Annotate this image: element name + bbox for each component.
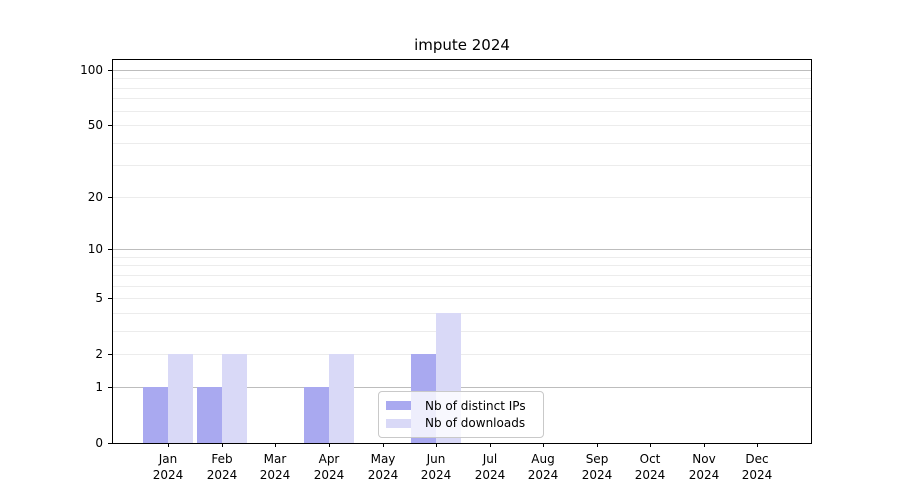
x-tick-year: 2024 <box>688 468 720 482</box>
x-tick-month: May <box>370 452 396 466</box>
x-tick-month: Jul <box>482 452 498 466</box>
x-tick-label: Dec 2024 <box>729 451 785 483</box>
x-tick-label: Nov 2024 <box>676 451 732 483</box>
y-axis-tick <box>108 70 112 71</box>
gridline-minor <box>113 78 811 79</box>
legend-label-downloads: Nb of downloads <box>425 416 526 431</box>
x-tick-year: 2024 <box>474 468 506 482</box>
x-tick-year: 2024 <box>313 468 345 482</box>
legend: Nb of distinct IPs Nb of downloads <box>378 391 544 438</box>
gridline-minor <box>113 354 811 355</box>
gridline-minor <box>113 98 811 99</box>
x-tick-year: 2024 <box>634 468 666 482</box>
gridline-minor <box>113 125 811 126</box>
x-tick-year: 2024 <box>420 468 452 482</box>
chart-title: impute 2024 <box>414 36 510 54</box>
x-tick-year: 2024 <box>581 468 613 482</box>
gridline-minor <box>113 165 811 166</box>
x-tick-label: Jun 2024 <box>408 451 464 483</box>
x-tick-month: Dec <box>745 452 769 466</box>
x-tick-label: Sep 2024 <box>569 451 625 483</box>
x-tick-month: Feb <box>211 452 233 466</box>
gridline-minor <box>113 197 811 198</box>
y-tick-label: 50 <box>87 118 103 132</box>
x-axis-tick <box>704 443 705 447</box>
legend-swatch-distinct-ips-icon <box>386 401 411 411</box>
gridline-minor <box>113 265 811 266</box>
x-tick-label: Feb 2024 <box>194 451 250 483</box>
gridline-major <box>113 249 811 250</box>
legend-item-distinct-ips: Nb of distinct IPs <box>386 397 536 415</box>
y-tick-label: 2 <box>95 347 103 361</box>
x-axis-tick <box>383 443 384 447</box>
x-tick-month: Jun <box>426 452 446 466</box>
x-tick-year: 2024 <box>527 468 559 482</box>
y-axis-tick <box>108 387 112 388</box>
y-tick-label: 10 <box>87 242 103 256</box>
bar-downloads-feb <box>222 354 247 443</box>
gridline-minor <box>113 88 811 89</box>
gridline-minor <box>113 286 811 287</box>
x-tick-label: Jul 2024 <box>462 451 518 483</box>
y-tick-label: 1 <box>95 380 103 394</box>
gridline-minor <box>113 143 811 144</box>
y-tick-label: 5 <box>95 291 103 305</box>
legend-swatch-downloads-icon <box>386 418 411 428</box>
x-tick-year: 2024 <box>741 468 773 482</box>
x-axis-tick <box>757 443 758 447</box>
x-axis-tick <box>543 443 544 447</box>
y-axis-tick <box>108 443 112 444</box>
gridline-minor <box>113 275 811 276</box>
gridline-major <box>113 387 811 388</box>
x-tick-year: 2024 <box>152 468 184 482</box>
y-tick-label: 20 <box>87 190 103 204</box>
x-axis-tick <box>168 443 169 447</box>
x-tick-month: Mar <box>263 452 287 466</box>
x-tick-label: Jan 2024 <box>140 451 196 483</box>
x-axis-tick <box>597 443 598 447</box>
x-axis-tick <box>222 443 223 447</box>
gridline-minor <box>113 313 811 314</box>
y-axis-tick <box>108 197 112 198</box>
y-axis-tick <box>108 354 112 355</box>
x-axis-tick <box>490 443 491 447</box>
x-tick-label: Oct 2024 <box>622 451 678 483</box>
x-tick-year: 2024 <box>259 468 291 482</box>
x-tick-month: Oct <box>639 452 661 466</box>
y-axis-tick <box>108 249 112 250</box>
x-tick-label: May 2024 <box>355 451 411 483</box>
legend-item-downloads: Nb of downloads <box>386 415 536 433</box>
x-tick-month: Apr <box>318 452 340 466</box>
x-axis-tick <box>329 443 330 447</box>
gridline-minor <box>113 298 811 299</box>
y-axis-tick <box>108 298 112 299</box>
x-tick-year: 2024 <box>367 468 399 482</box>
x-axis-tick <box>650 443 651 447</box>
bar-distinct-ips-feb <box>197 387 222 443</box>
gridline-minor <box>113 111 811 112</box>
legend-label-distinct-ips: Nb of distinct IPs <box>425 398 526 413</box>
y-axis-tick <box>108 125 112 126</box>
y-tick-label: 100 <box>80 63 103 77</box>
bar-downloads-apr <box>329 354 354 443</box>
x-tick-label: Mar 2024 <box>247 451 303 483</box>
x-tick-month: Sep <box>585 452 609 466</box>
x-tick-year: 2024 <box>206 468 238 482</box>
x-axis-tick <box>436 443 437 447</box>
gridline-minor <box>113 257 811 258</box>
x-tick-label: Aug 2024 <box>515 451 571 483</box>
x-tick-month: Jan <box>158 452 178 466</box>
x-axis-tick <box>275 443 276 447</box>
y-tick-label: 0 <box>95 436 103 450</box>
bar-downloads-jan <box>168 354 193 443</box>
gridline-minor <box>113 331 811 332</box>
bar-distinct-ips-apr <box>304 387 329 443</box>
bar-distinct-ips-jan <box>143 387 168 443</box>
x-tick-month: Aug <box>531 452 555 466</box>
x-tick-label: Apr 2024 <box>301 451 357 483</box>
gridline-major <box>113 70 811 71</box>
x-tick-month: Nov <box>692 452 716 466</box>
